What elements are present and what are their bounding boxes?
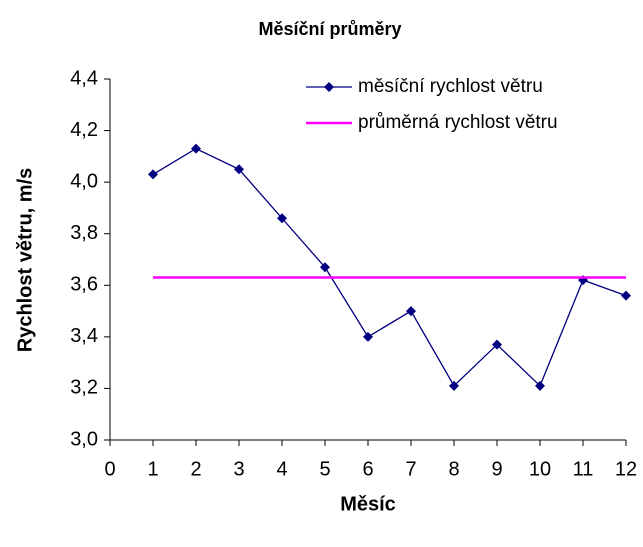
x-tick-label: 0 — [104, 458, 115, 480]
data-point — [320, 262, 330, 273]
legend-label: měsíční rychlost větru — [358, 76, 543, 97]
y-tick-label: 4,0 — [70, 170, 98, 192]
data-point — [148, 169, 158, 180]
y-tick-label: 4,2 — [70, 119, 98, 141]
data-point — [535, 380, 545, 391]
y-tick-label: 3,8 — [70, 222, 98, 244]
data-point — [449, 380, 459, 391]
x-tick-label: 8 — [448, 458, 459, 480]
x-tick-label: 12 — [615, 458, 637, 480]
data-point — [277, 213, 287, 224]
data-point — [621, 290, 631, 301]
x-axis-title: Měsíc — [340, 493, 396, 515]
x-tick-label: 9 — [491, 458, 502, 480]
y-tick-label: 3,0 — [70, 428, 98, 450]
data-point — [191, 143, 201, 154]
data-point — [406, 306, 416, 317]
data-point — [363, 331, 373, 342]
data-point — [234, 164, 244, 175]
data-point — [492, 339, 502, 350]
x-tick-label: 10 — [529, 458, 551, 480]
y-tick-label: 3,2 — [70, 377, 98, 399]
y-tick-label: 3,6 — [70, 274, 98, 296]
x-tick-label: 11 — [573, 458, 594, 480]
series-line — [152, 147, 627, 387]
legend-marker — [324, 82, 334, 92]
x-tick-label: 1 — [147, 458, 158, 480]
x-tick-label: 4 — [276, 458, 287, 480]
x-tick-label: 5 — [319, 458, 330, 480]
x-tick-label: 7 — [405, 458, 416, 480]
y-tick-label: 4,4 — [70, 67, 98, 89]
x-tick-label: 3 — [233, 458, 244, 480]
x-tick-label: 6 — [362, 458, 373, 480]
y-axis-title: Rychlost větru, m/s — [14, 168, 36, 353]
legend-label: průměrná rychlost větru — [358, 112, 558, 133]
chart-title: Měsíční průměry — [258, 19, 401, 39]
y-tick-label: 3,4 — [70, 325, 98, 347]
x-tick-label: 2 — [190, 458, 201, 480]
